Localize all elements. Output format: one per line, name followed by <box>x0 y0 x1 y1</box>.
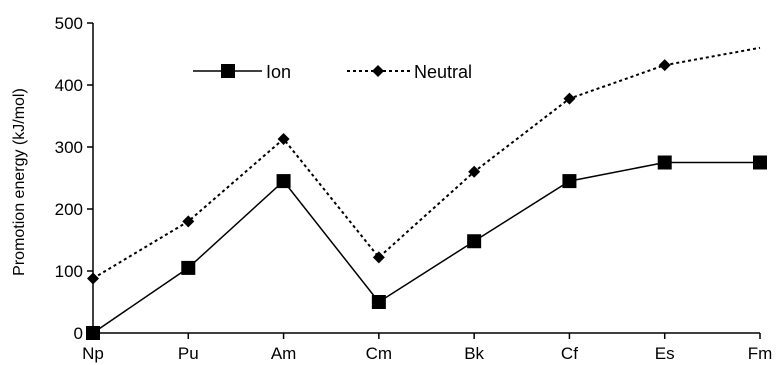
neutral-marker <box>87 272 99 285</box>
neutral-marker <box>658 59 671 72</box>
ion-marker <box>562 174 577 189</box>
neutral-line <box>92 46 761 280</box>
x-tick-label: Cm <box>366 344 392 363</box>
ion-marker <box>467 234 482 249</box>
legend-ion-label: Ion <box>266 62 291 82</box>
x-tick-label: Np <box>82 344 104 363</box>
ion-marker <box>86 326 100 340</box>
neutral-marker <box>563 92 576 105</box>
neutral-marker <box>277 132 290 145</box>
ion-line <box>92 161 760 334</box>
x-tick-label: Es <box>655 344 675 363</box>
y-tick-label: 0 <box>74 324 83 343</box>
x-tick-label: Am <box>271 344 297 363</box>
labels-layer: 0 100 200 300 400 500 Np Pu Am Cm Bk Cf Es Fm <box>55 14 773 363</box>
series-layer <box>86 46 767 340</box>
y-tick-label: 500 <box>55 14 83 33</box>
neutral-marker <box>182 215 195 228</box>
x-tick-label: Cf <box>561 344 578 363</box>
legend-item-neutral: Neutral <box>347 62 472 82</box>
x-tick-label: Fm <box>748 344 773 363</box>
x-tick-label: Pu <box>178 344 199 363</box>
neutral-marker <box>468 165 481 178</box>
ion-series <box>86 155 767 340</box>
x-tick-label: Bk <box>464 344 484 363</box>
legend-ion-marker <box>221 64 235 78</box>
ion-marker <box>371 295 386 309</box>
ion-marker <box>181 260 196 275</box>
legend-neutral-label: Neutral <box>414 62 472 82</box>
ion-marker <box>753 155 767 170</box>
ion-marker <box>657 155 672 170</box>
y-axis-title: Promotion energy (kJ/mol) <box>11 88 28 276</box>
neutral-marker <box>372 251 385 264</box>
neutral-series <box>87 46 761 285</box>
y-tick-label: 300 <box>55 138 83 157</box>
y-tick-label: 100 <box>55 262 83 281</box>
legend-item-ion: Ion <box>193 62 291 82</box>
ion-marker <box>276 174 291 189</box>
legend: Ion Neutral <box>193 62 472 82</box>
y-tick-label: 200 <box>55 200 83 219</box>
y-tick-label: 400 <box>55 76 83 95</box>
legend-neutral-marker <box>372 65 384 77</box>
